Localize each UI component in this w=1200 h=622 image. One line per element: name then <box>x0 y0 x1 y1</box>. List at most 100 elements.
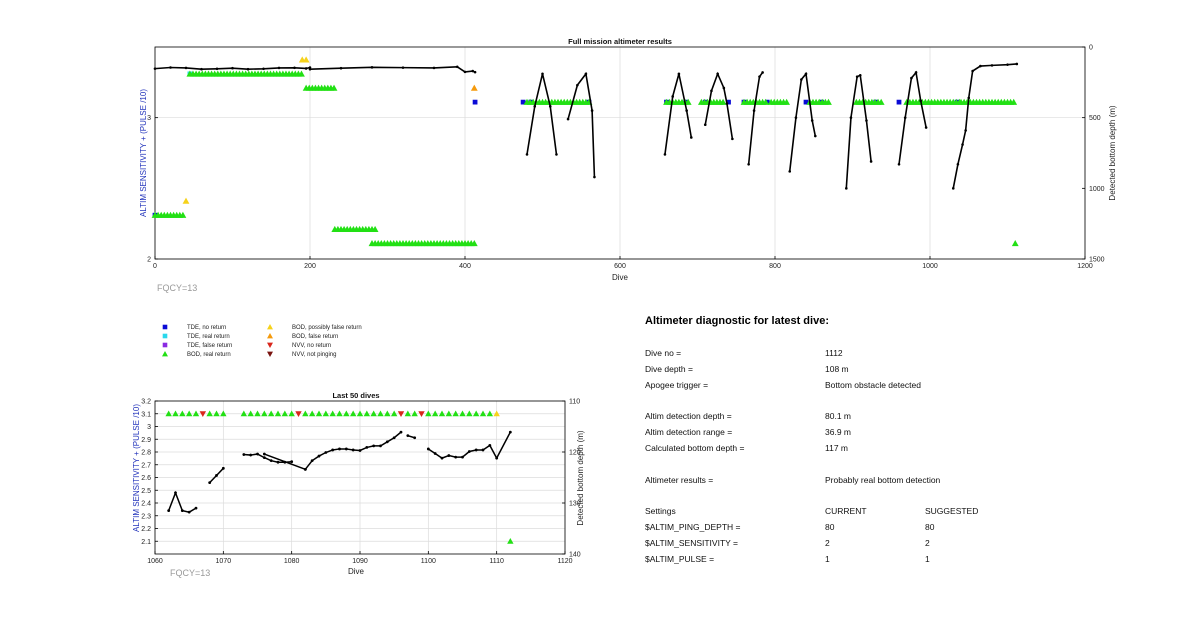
setting-label-ping-depth: $ALTIM_PING_DEPTH = <box>645 522 741 532</box>
marker-triangle-up <box>377 410 384 417</box>
depth-point <box>338 447 341 451</box>
marker-triangle-up <box>206 410 213 417</box>
marker-triangle-up <box>240 410 248 417</box>
y-right-tick-label: 120 <box>569 450 581 457</box>
last50-chart-title: Last 50 dives <box>332 391 379 400</box>
depth-line <box>788 71 817 172</box>
depth-point <box>194 506 198 510</box>
marker-triangle-up <box>288 410 295 417</box>
depth-point <box>256 452 259 456</box>
y-left-tick-label: 3 <box>147 115 151 122</box>
depth-line <box>747 71 764 165</box>
depth-point <box>215 474 218 477</box>
diag-label-bottom-depth: Calculated bottom depth = <box>645 443 745 453</box>
y-left-tick-label: 2.3 <box>141 513 151 520</box>
x-tick-label: 400 <box>459 263 471 270</box>
depth-point <box>463 70 467 74</box>
depth-point <box>303 467 307 471</box>
depth-point <box>413 436 417 440</box>
diag-value-detection-range: 36.9 m <box>825 427 851 437</box>
depth-point <box>810 119 814 122</box>
depth-line <box>845 74 872 189</box>
marker-triangle-up <box>179 211 187 218</box>
main-y-left-axis-label: ALTIM SENSITIVITY + (PULSE /10) <box>139 89 148 217</box>
marker-triangle-up <box>479 410 487 417</box>
depth-point <box>533 105 537 108</box>
depth-point <box>865 119 868 122</box>
depth-point <box>293 66 296 70</box>
marker-triangle-up <box>877 98 885 105</box>
marker-triangle-up <box>247 410 254 417</box>
depth-point <box>555 153 558 156</box>
last50-y-right-axis-label: Detected bottom depth (m) <box>576 430 585 525</box>
x-tick-label: 1200 <box>1077 263 1093 270</box>
x-tick-label: 1070 <box>216 558 232 565</box>
marker-triangle-up <box>281 410 289 417</box>
main-y-left-ticks: 23 <box>147 115 158 264</box>
depth-point <box>399 430 403 434</box>
y-left-tick-label: 2 <box>147 257 151 264</box>
marker-triangle-up <box>302 410 309 417</box>
depth-point <box>308 67 312 71</box>
depth-point <box>869 160 873 163</box>
marker-triangle-up <box>343 410 350 417</box>
depth-point <box>685 109 688 112</box>
main-x-axis-label: Dive <box>612 273 629 282</box>
depth-point <box>447 454 451 457</box>
marker-triangle-up <box>220 410 227 417</box>
legend-label: BOD, real return <box>187 352 231 358</box>
depth-point <box>290 460 294 464</box>
marker-triangle-down <box>397 411 405 417</box>
depth-point <box>971 69 974 73</box>
diag-label-results: Altimeter results = <box>645 475 714 485</box>
diag-value-bottom-depth: 117 m <box>825 443 848 453</box>
depth-point <box>956 163 960 166</box>
depth-point <box>461 455 464 459</box>
last50-depth-lines <box>167 430 512 514</box>
depth-line <box>264 453 306 471</box>
depth-point <box>277 66 281 70</box>
y-left-tick-label: 2.7 <box>141 462 151 469</box>
y-left-tick-label: 2.4 <box>141 501 151 508</box>
depth-point <box>406 434 410 438</box>
marker-triangle-up <box>452 410 459 417</box>
marker-triangle-up <box>336 410 343 417</box>
depth-point <box>221 466 225 470</box>
legend-label: NVV, no return <box>292 343 331 349</box>
marker-triangle-up <box>370 410 377 417</box>
y-right-tick-label: 500 <box>1089 115 1101 122</box>
legend-label: NVV, not pinging <box>292 352 336 358</box>
legend-marker-triangle-up <box>162 351 168 357</box>
depth-point <box>215 67 219 71</box>
y-right-tick-label: 0 <box>1089 45 1093 52</box>
depth-point <box>339 66 343 70</box>
depth-point <box>324 451 328 454</box>
depth-point <box>495 456 499 460</box>
depth-point <box>187 510 191 514</box>
x-tick-label: 1080 <box>284 558 300 565</box>
depth-point <box>910 76 913 80</box>
depth-point <box>722 86 726 90</box>
y-left-tick-label: 3.1 <box>141 411 151 418</box>
marker-square <box>803 99 809 105</box>
marker-triangle-up <box>390 410 398 417</box>
marker-triangle-up <box>425 410 432 417</box>
setting-current-ping-depth: 80 <box>825 522 835 532</box>
main-y-right-axis-label: Detected bottom depth (m) <box>1108 105 1117 200</box>
depth-point <box>231 66 234 70</box>
diag-value-results: Probably real bottom detection <box>825 475 941 485</box>
marker-triangle-up <box>431 410 439 417</box>
x-tick-label: 800 <box>769 263 781 270</box>
depth-point <box>800 78 803 81</box>
diag-label-detection-depth: Altim detection depth = <box>645 411 732 421</box>
y-left-tick-label: 3.2 <box>141 399 151 406</box>
depth-point <box>979 64 982 68</box>
legend-label: TDE, real return <box>187 334 230 340</box>
marker-triangle-up <box>267 410 275 417</box>
marker-triangle-up <box>213 410 220 417</box>
marker-square <box>520 99 526 105</box>
marker-triangle-up <box>445 410 453 417</box>
diag-value-dive-depth: 108 m <box>825 364 849 374</box>
depth-point <box>814 134 817 138</box>
depth-point <box>481 448 485 452</box>
